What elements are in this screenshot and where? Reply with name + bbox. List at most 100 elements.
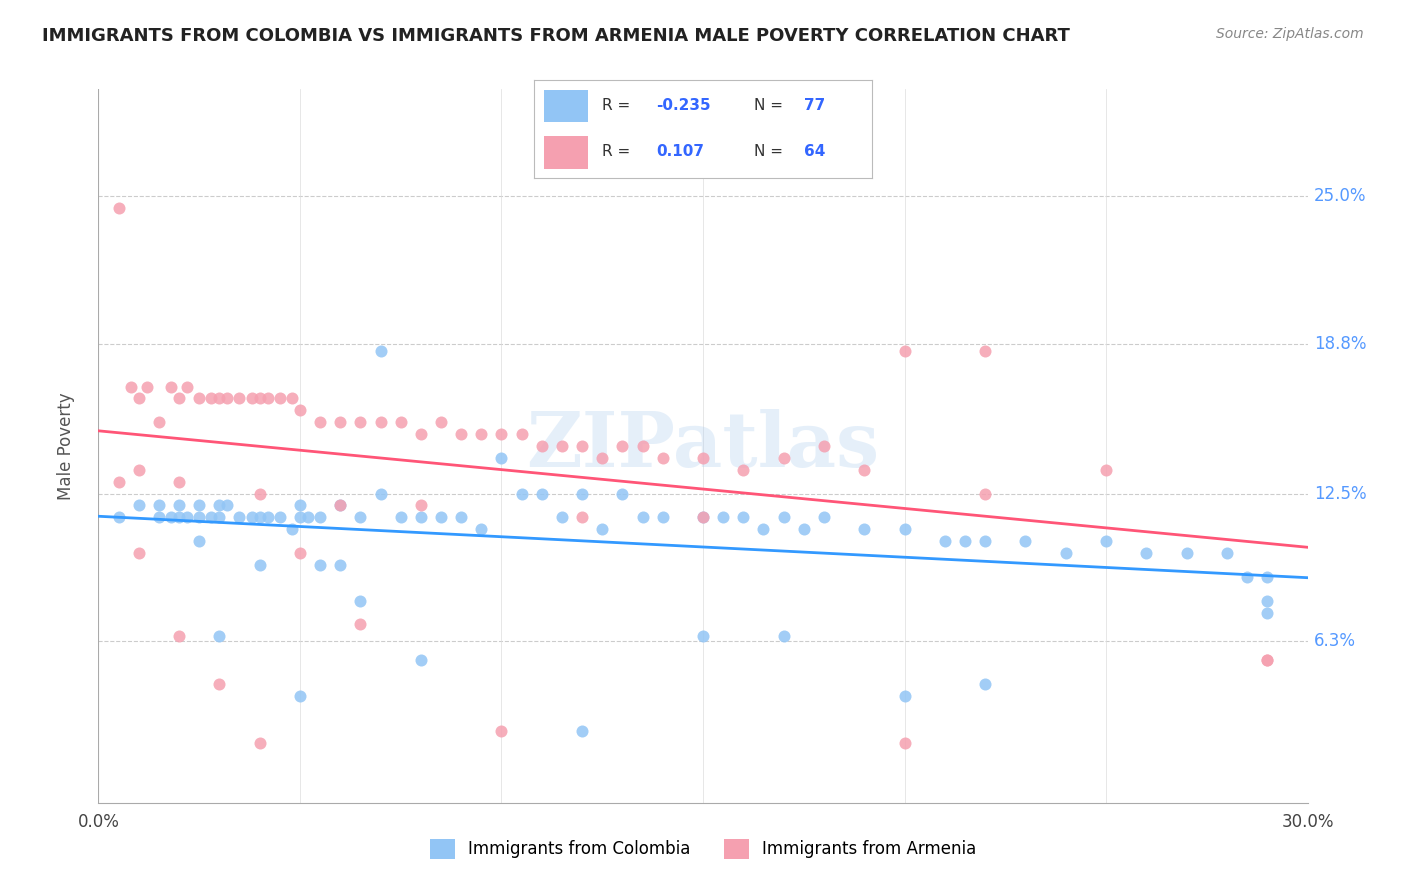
Point xyxy=(409,499,432,513)
Point xyxy=(249,486,271,500)
Point xyxy=(470,522,492,536)
Point xyxy=(128,499,150,513)
Point xyxy=(370,486,392,500)
Point xyxy=(389,415,412,429)
Point xyxy=(167,475,190,489)
Point xyxy=(208,510,231,524)
Point xyxy=(208,629,231,643)
Point xyxy=(974,534,997,549)
Point xyxy=(217,499,239,513)
Point xyxy=(288,546,311,560)
Point xyxy=(167,629,190,643)
Point xyxy=(128,463,150,477)
Point xyxy=(107,201,129,215)
Point xyxy=(893,689,915,703)
Point xyxy=(491,724,513,739)
Text: R =: R = xyxy=(602,98,636,113)
Point xyxy=(813,510,835,524)
Point xyxy=(240,510,263,524)
Point xyxy=(692,450,714,465)
Point xyxy=(793,522,815,536)
Point xyxy=(409,653,432,667)
Point xyxy=(329,499,352,513)
Point xyxy=(631,510,654,524)
Point xyxy=(228,392,250,406)
Point xyxy=(200,510,222,524)
Point xyxy=(571,510,593,524)
Point xyxy=(631,439,654,453)
Point xyxy=(491,450,513,465)
Point xyxy=(510,486,533,500)
Point xyxy=(249,510,271,524)
Point xyxy=(491,427,513,442)
Point xyxy=(208,677,231,691)
Point xyxy=(853,522,876,536)
Point xyxy=(249,736,271,750)
Point xyxy=(256,392,278,406)
Point xyxy=(256,510,278,524)
Text: ZIPatlas: ZIPatlas xyxy=(526,409,880,483)
Point xyxy=(974,677,997,691)
Point xyxy=(370,343,392,358)
Point xyxy=(167,392,190,406)
Text: 77: 77 xyxy=(804,98,825,113)
Point xyxy=(281,522,304,536)
Point xyxy=(160,510,183,524)
Point xyxy=(591,522,613,536)
Point xyxy=(349,510,371,524)
Point xyxy=(1236,570,1258,584)
Point xyxy=(551,439,574,453)
Point xyxy=(752,522,775,536)
Point xyxy=(389,510,412,524)
Point xyxy=(148,510,170,524)
Point xyxy=(160,379,183,393)
Point xyxy=(1256,593,1278,607)
Point xyxy=(148,499,170,513)
Point xyxy=(571,439,593,453)
Point xyxy=(1175,546,1198,560)
Point xyxy=(409,427,432,442)
Point xyxy=(329,499,352,513)
Point xyxy=(249,558,271,572)
Bar xyxy=(544,136,588,169)
Point xyxy=(1095,463,1118,477)
Point xyxy=(148,415,170,429)
Point xyxy=(309,558,332,572)
Point xyxy=(934,534,956,549)
Point xyxy=(349,593,371,607)
Point xyxy=(551,510,574,524)
Bar xyxy=(544,90,588,122)
Point xyxy=(217,392,239,406)
Point xyxy=(176,510,198,524)
Text: Source: ZipAtlas.com: Source: ZipAtlas.com xyxy=(1216,27,1364,41)
Point xyxy=(188,534,211,549)
Point xyxy=(188,510,211,524)
Point xyxy=(288,689,311,703)
Point xyxy=(107,475,129,489)
Point xyxy=(128,546,150,560)
Point xyxy=(450,427,472,442)
Point xyxy=(571,486,593,500)
Point xyxy=(772,510,794,524)
Text: R =: R = xyxy=(602,145,636,160)
Text: 6.3%: 6.3% xyxy=(1313,632,1355,650)
Point xyxy=(281,392,304,406)
Point xyxy=(309,415,332,429)
Text: N =: N = xyxy=(754,145,787,160)
Point xyxy=(591,450,613,465)
Point xyxy=(612,486,634,500)
Text: 18.8%: 18.8% xyxy=(1313,334,1367,352)
Point xyxy=(953,534,976,549)
Point xyxy=(651,450,673,465)
Point xyxy=(135,379,157,393)
Point xyxy=(349,617,371,632)
Point xyxy=(120,379,142,393)
Point xyxy=(692,510,714,524)
Point xyxy=(853,463,876,477)
Point xyxy=(974,343,997,358)
Point xyxy=(1014,534,1036,549)
Point xyxy=(893,343,915,358)
Text: 12.5%: 12.5% xyxy=(1313,484,1367,502)
Point xyxy=(612,439,634,453)
Point xyxy=(269,510,291,524)
